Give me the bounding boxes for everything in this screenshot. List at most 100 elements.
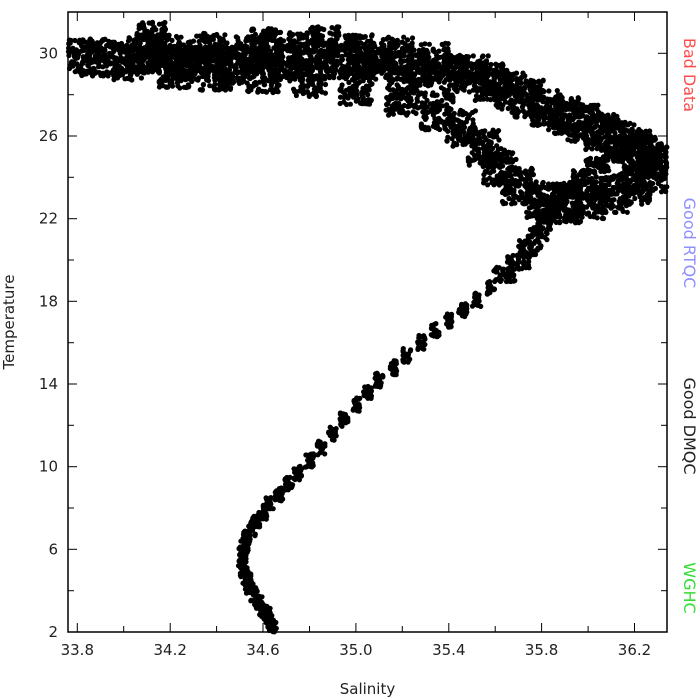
data-point: [516, 238, 523, 244]
data-point: [647, 142, 653, 148]
data-point: [448, 64, 454, 70]
data-point: [373, 371, 379, 377]
data-point: [308, 451, 314, 457]
data-point: [419, 68, 425, 74]
data-point: [156, 68, 162, 74]
data-point: [517, 78, 523, 84]
data-point: [422, 81, 428, 87]
data-point: [466, 89, 472, 95]
data-point: [338, 421, 344, 427]
data-point: [254, 39, 261, 45]
data-point: [96, 63, 103, 69]
data-point: [268, 622, 274, 628]
data-point: [387, 364, 393, 370]
data-point: [512, 114, 519, 120]
data-point: [244, 588, 250, 594]
data-point: [342, 48, 348, 54]
data-point: [272, 497, 278, 503]
data-point: [259, 32, 265, 38]
data-point: [470, 53, 476, 59]
data-point: [142, 46, 148, 53]
data-point: [411, 72, 417, 78]
data-point: [309, 37, 315, 43]
data-point: [243, 535, 249, 541]
data-point: [522, 241, 528, 247]
data-point: [355, 396, 362, 402]
data-point: [133, 68, 139, 75]
data-point: [548, 220, 554, 226]
data-point: [420, 46, 426, 53]
data-point: [302, 464, 308, 470]
data-point: [286, 31, 292, 37]
data-point: [526, 265, 532, 271]
data-point: [478, 79, 484, 85]
data-point: [386, 46, 392, 52]
data-point: [104, 69, 110, 75]
data-point: [521, 258, 527, 264]
data-point: [367, 391, 373, 397]
data-point: [437, 75, 443, 82]
data-point: [248, 598, 254, 604]
data-point: [587, 137, 593, 143]
data-point: [224, 40, 230, 46]
data-point: [83, 71, 89, 77]
data-point: [92, 70, 98, 76]
data-point: [276, 48, 282, 54]
data-point: [99, 46, 105, 52]
data-point: [448, 318, 455, 324]
data-point: [69, 59, 75, 65]
data-point: [506, 266, 512, 272]
data-point: [456, 306, 462, 313]
data-point: [357, 35, 363, 41]
data-point: [586, 158, 593, 164]
data-point: [292, 44, 298, 51]
data-point: [107, 61, 113, 67]
data-point: [480, 65, 486, 71]
data-point: [535, 236, 541, 242]
data-point: [336, 24, 342, 30]
data-point: [134, 36, 140, 42]
data-point: [415, 345, 421, 351]
data-point: [516, 266, 522, 272]
data-point: [500, 87, 506, 93]
data-point: [516, 243, 522, 249]
data-point: [498, 272, 504, 278]
data-point: [426, 41, 432, 47]
data-point: [96, 70, 103, 76]
data-point: [326, 75, 333, 81]
data-point: [436, 48, 442, 54]
data-point: [583, 141, 589, 147]
data-point: [153, 39, 159, 45]
data-point: [361, 389, 367, 395]
data-point: [240, 545, 246, 551]
data-point: [431, 49, 437, 55]
data-point: [273, 31, 279, 37]
data-point: [404, 48, 410, 54]
data-point: [584, 167, 590, 173]
data-point: [448, 58, 454, 64]
data-point: [267, 36, 273, 43]
data-point: [546, 104, 553, 110]
data-point: [194, 33, 200, 39]
data-point: [393, 361, 399, 367]
data-point: [578, 125, 584, 132]
data-point: [146, 36, 153, 43]
data-point: [510, 252, 516, 259]
data-point: [196, 38, 202, 45]
data-point: [461, 309, 467, 315]
data-point: [149, 69, 156, 75]
data-point: [393, 366, 399, 372]
data-point: [94, 48, 100, 55]
data-point: [601, 169, 608, 175]
data-point: [214, 46, 221, 53]
data-point: [366, 59, 372, 65]
data-point: [416, 52, 423, 58]
data-point: [185, 84, 191, 90]
data-point: [612, 144, 618, 150]
data-point: [514, 97, 520, 103]
data-point: [647, 128, 653, 134]
data-point: [590, 141, 596, 147]
data-point: [571, 169, 578, 175]
data-point: [124, 60, 130, 66]
data-point: [411, 47, 417, 53]
